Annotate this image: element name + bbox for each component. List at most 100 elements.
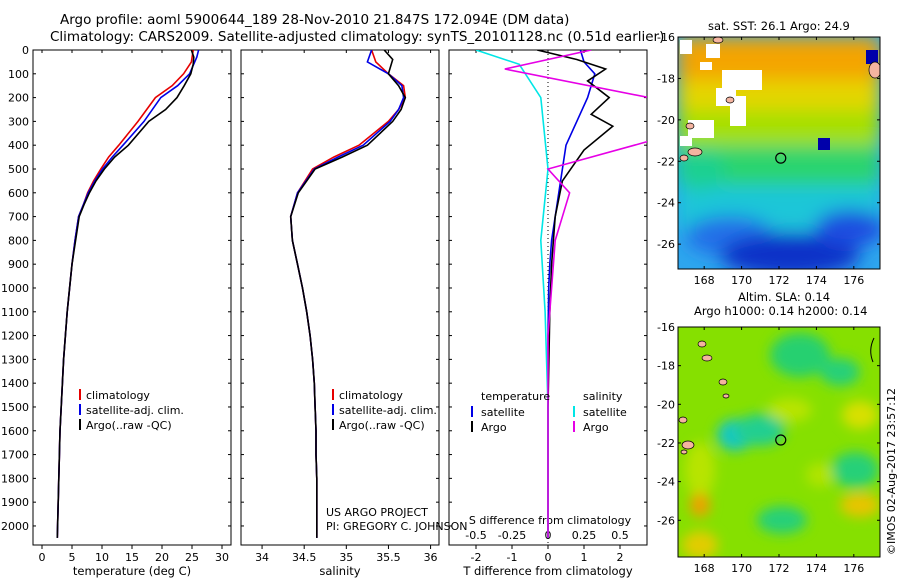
depth-tick-label: 1700 xyxy=(1,449,29,462)
salinity-xtick-label: 35.5 xyxy=(376,551,401,564)
depth-tick-label: 1900 xyxy=(1,496,29,509)
temperature-xtick-label: 15 xyxy=(125,551,139,564)
difference-line-s-satellite xyxy=(475,50,549,538)
difference-line-t-satellite xyxy=(547,50,596,538)
depth-tick-label: 1400 xyxy=(1,377,29,390)
legend-label: Argo xyxy=(481,421,507,434)
salinity-xtick-label: 34 xyxy=(255,551,269,564)
depth-tick-label: 300 xyxy=(8,115,29,128)
sst_map-lon-label: 176 xyxy=(843,274,864,287)
legend-label: Argo xyxy=(583,421,609,434)
sst_map-lat-label: -20 xyxy=(657,114,675,127)
temperature-legend: climatology satellite-adj. clim. Argo(..ra… xyxy=(79,389,184,432)
depth-tick-label: 1600 xyxy=(1,425,29,438)
temperature-xtick-label: 20 xyxy=(155,551,169,564)
temperature-xtick-label: 0 xyxy=(39,551,46,564)
temperature-line-satellite-adj-clim- xyxy=(56,50,200,538)
difference-legend: temperature salinity satellite Argo satellit… xyxy=(471,390,627,434)
salinity-xtick-label: 36 xyxy=(424,551,438,564)
temperature-xtick-label: 10 xyxy=(95,551,109,564)
difference-xtick-label: 1 xyxy=(581,551,588,564)
difference-xtick-label: -2 xyxy=(471,551,482,564)
sst-map: -16 -18 -20 -22 -24 -26 168 170 172 174 176 xyxy=(657,31,881,287)
depth-tick-label: 1500 xyxy=(1,401,29,414)
legend-title-temperature: temperature xyxy=(481,390,550,403)
sla_map-lon-label: 168 xyxy=(694,562,715,575)
depth-tick-label: 1200 xyxy=(1,330,29,343)
temperature-xtick-label: 25 xyxy=(185,551,199,564)
s-diff-tick-label: 0.25 xyxy=(572,529,597,542)
temperature-xtick-label: 5 xyxy=(69,551,76,564)
salinity-legend: climatology satellite-adj. clim. Argo(..ra… xyxy=(332,389,437,432)
sla_map-lat-label: -24 xyxy=(657,476,675,489)
sst-float-marker xyxy=(775,152,787,164)
salinity-xlabel: salinity xyxy=(319,564,360,578)
salinity-frame xyxy=(240,49,440,546)
s-diff-axis-label: S difference from climatology xyxy=(469,514,632,527)
legend-label: satellite-adj. clim. xyxy=(339,404,437,417)
temperature-xlabel: temperature (deg C) xyxy=(73,564,191,578)
salinity-line-argo-raw-qc- xyxy=(289,50,407,538)
sst_map-lat-label: -24 xyxy=(657,197,675,210)
sla_map-lon-label: 172 xyxy=(769,562,790,575)
depth-tick-label: 500 xyxy=(8,163,29,176)
depth-tick-label: 400 xyxy=(8,139,29,152)
legend-label: satellite-adj. clim. xyxy=(86,404,184,417)
sla-map-title-2: Argo h1000: 0.14 h2000: 0.14 xyxy=(694,304,867,318)
sla_map-lon-label: 176 xyxy=(843,562,864,575)
project-name: US ARGO PROJECT xyxy=(326,506,428,519)
temperature-line-argo-raw-qc- xyxy=(56,50,195,538)
difference-xtick-label: -1 xyxy=(507,551,518,564)
depth-tick-label: 100 xyxy=(8,68,29,81)
sst-map-title: sat. SST: 26.1 Argo: 24.9 xyxy=(708,19,850,33)
legend-label: Argo(..raw -QC) xyxy=(339,419,425,432)
sst_map-lat-label: -16 xyxy=(657,31,675,44)
sla_map-lat-label: -22 xyxy=(657,437,675,450)
sla_map-lat-label: -26 xyxy=(657,514,675,527)
depth-tick-label: 1000 xyxy=(1,282,29,295)
temperature-line-climatology xyxy=(56,50,194,538)
temperature-series xyxy=(56,50,200,538)
sla_map-lat-label: -20 xyxy=(657,398,675,411)
salinity-xtick-label: 34.5 xyxy=(292,551,317,564)
legend-label: Argo(..raw -QC) xyxy=(86,419,172,432)
s-diff-tick-label: 0.5 xyxy=(611,529,629,542)
depth-tick-label: 2000 xyxy=(1,520,29,533)
header-line-1: Argo profile: aoml 5900644_189 28-Nov-20… xyxy=(60,12,570,28)
sst_map-lat-label: -18 xyxy=(657,72,675,85)
legend-title-salinity: salinity xyxy=(583,390,623,403)
sla-map: -16 -18 -20 -22 -24 -26 168 170 172 174 176 xyxy=(657,321,881,575)
sla_map-lon-label: 170 xyxy=(731,562,752,575)
difference-xlabel: T difference from climatology xyxy=(462,564,633,578)
temperature-frame xyxy=(32,49,232,546)
legend-label: climatology xyxy=(339,389,403,402)
depth-tick-label: 1300 xyxy=(1,353,29,366)
difference-line-s-argo xyxy=(504,50,647,538)
depth-tick-label: 800 xyxy=(8,234,29,247)
legend-label: satellite xyxy=(481,406,525,419)
temperature-xtick-label: 30 xyxy=(215,551,229,564)
depth-tick-label: 900 xyxy=(8,258,29,271)
s-diff-tick-label: -0.25 xyxy=(498,529,526,542)
project-pi: PI: GREGORY C. JOHNSON xyxy=(326,520,467,533)
legend-label: climatology xyxy=(86,389,150,402)
depth-tick-label: 1100 xyxy=(1,306,29,319)
sst_map-lon-label: 172 xyxy=(769,274,790,287)
difference-series xyxy=(475,50,647,538)
difference-panel: -2 -1 0 1 2T difference from climatology S di… xyxy=(448,49,648,578)
depth-tick-label: 600 xyxy=(8,187,29,200)
imos-timestamp: ©IMOS 02-Aug-2017 23:57:12 xyxy=(885,388,898,555)
depth-tick-label: 200 xyxy=(8,92,29,105)
sst_map-lon-label: 170 xyxy=(731,274,752,287)
header-line-2: Climatology: CARS2009. Satellite-adjuste… xyxy=(50,29,665,45)
salinity-panel: 34 34.5 35 35.5 36 salinity climatology satelli… xyxy=(240,49,440,578)
difference-xtick-label: 0 xyxy=(545,551,552,564)
sla_map-lon-label: 174 xyxy=(806,562,827,575)
sst_map-lon-label: 168 xyxy=(694,274,715,287)
depth-tick-label: 700 xyxy=(8,211,29,224)
difference-xtick-label: 2 xyxy=(617,551,624,564)
sst_map-lat-label: -22 xyxy=(657,155,675,168)
sla-float-marker xyxy=(775,434,787,446)
depth-tick-label: 1800 xyxy=(1,472,29,485)
